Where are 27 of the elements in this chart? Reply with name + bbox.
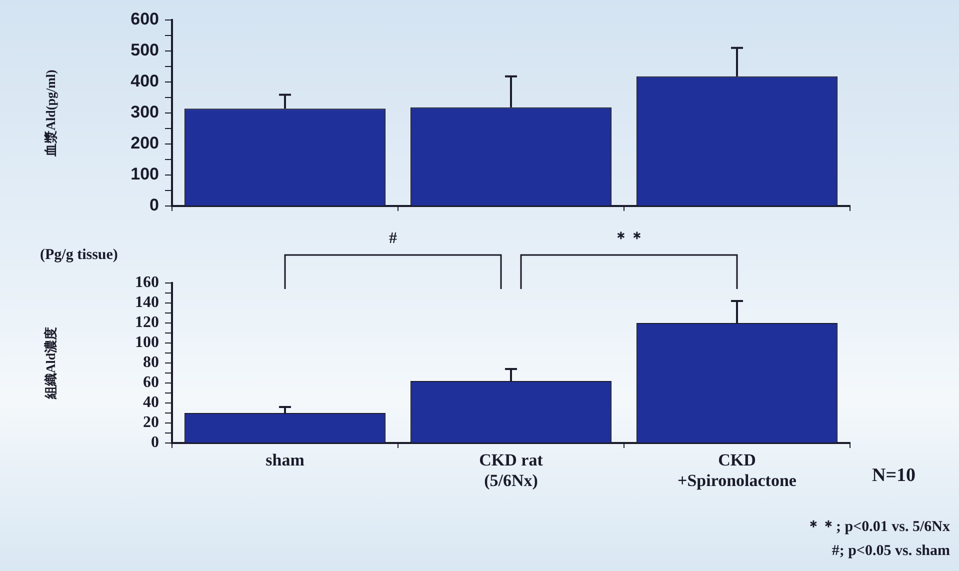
y-tick-label: 400 [130, 72, 159, 91]
x-tick-label: CKD rat (5/6Nx) [479, 450, 544, 490]
y-tick-label: 160 [135, 274, 159, 292]
y-tick-label: 200 [130, 134, 159, 153]
x-tick-label: CKD +Spironolactone [678, 450, 797, 490]
y-tick-label: 40 [143, 394, 159, 412]
y-tick-label: 120 [135, 314, 159, 332]
y-tick-label: 80 [143, 354, 159, 372]
y-tick-label: 0 [151, 434, 159, 452]
text: ＊＊ [613, 230, 645, 247]
y-tick-label: 60 [143, 374, 159, 392]
y-tick-label: 20 [143, 414, 159, 432]
x-tick-label: sham [266, 450, 304, 470]
text: ＊＊; p<0.01 vs. 5/6Nx [806, 519, 950, 535]
y-tick-label: 0 [150, 196, 159, 215]
y-tick-label: 100 [135, 334, 159, 352]
y-tick-label: 300 [130, 102, 159, 122]
y-tick-label: 100 [130, 164, 159, 184]
y-axis-title: 血漿Ald(pg/ml) [43, 70, 58, 158]
y-axis-title: 組織Ald濃度 [43, 326, 58, 400]
text: # [389, 230, 397, 247]
y-tick-label: 140 [135, 294, 159, 312]
text: (Pg/g tissue) [40, 247, 118, 263]
y-tick-label: 500 [130, 40, 159, 60]
y-tick-label: 600 [130, 10, 159, 29]
text: #; p<0.05 vs. sham [832, 543, 950, 559]
text: N=10 [872, 465, 916, 486]
